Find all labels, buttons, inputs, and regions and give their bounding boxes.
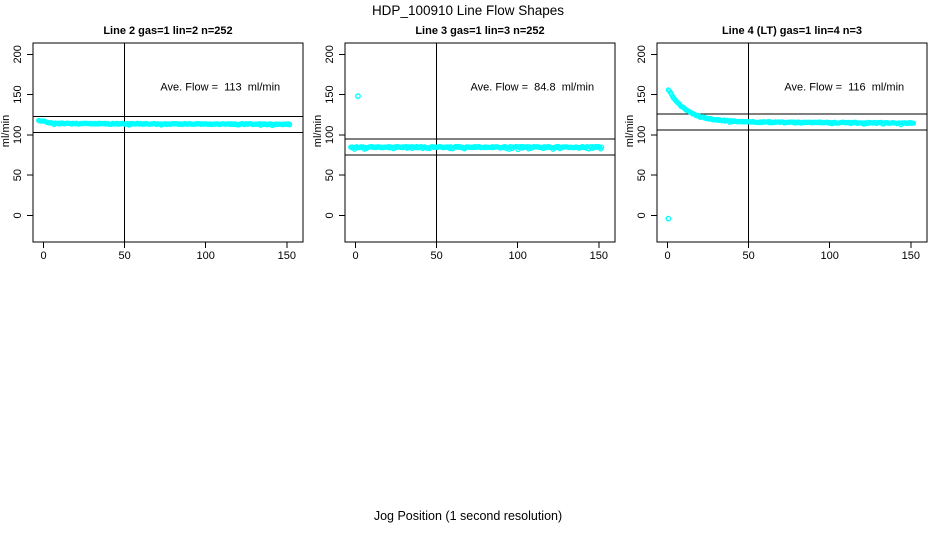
plot-area: 0 50 100 150 200 0 50 100 150 Ave. Flow = 84.8 ml… — [324, 42, 616, 262]
panel-line-4: Line 4 (LT) gas=1 lin=4 n=3 ml/min 0 50 10… — [624, 25, 936, 275]
y-tick-label: 100 — [12, 126, 24, 144]
x-tick-label: 0 — [352, 250, 358, 262]
x-tick-label: 0 — [40, 250, 46, 262]
y-tick-label: 50 — [636, 169, 648, 181]
x-tick-label: 150 — [902, 250, 920, 262]
panel-line-2: Line 2 gas=1 lin=2 n=252 ml/min 0 50 100 15… — [0, 25, 312, 275]
y-tick-label: 0 — [324, 212, 336, 218]
panel-title: Line 4 (LT) gas=1 lin=4 n=3 — [721, 25, 863, 37]
panel-line-3: Line 3 gas=1 lin=3 n=252 ml/min 0 50 100 15… — [312, 25, 624, 275]
x-tick-label: 100 — [509, 250, 527, 262]
plot-area: 0 50 100 150 200 0 50 100 150 Ave. Flow = 116 ml/… — [636, 42, 928, 262]
main-title: HDP_100910 Line Flow Shapes — [371, 3, 565, 18]
x-tick-label: 150 — [278, 250, 296, 262]
x-axis-label: Jog Position (1 second resolution) — [373, 509, 563, 523]
y-tick-label: 50 — [324, 169, 336, 181]
panel-title: Line 3 gas=1 lin=3 n=252 — [415, 25, 545, 37]
annotation-text: Ave. Flow = 84.8 ml/min — [470, 82, 594, 94]
y-tick-label: 100 — [636, 126, 648, 144]
data-point — [599, 144, 605, 150]
x-tick-label: 100 — [821, 250, 839, 262]
outlier-point — [665, 215, 672, 222]
data-point — [910, 120, 917, 126]
annotation-text: Ave. Flow = 113 ml/min — [160, 82, 280, 94]
y-tick-label: 150 — [324, 85, 336, 103]
data-point — [286, 121, 292, 127]
y-tick-label: 0 — [636, 212, 648, 218]
y-tick-label: 200 — [324, 45, 336, 63]
plot-box — [32, 42, 304, 243]
x-tick-label: 0 — [664, 250, 670, 262]
panel-title: Line 2 gas=1 lin=2 n=252 — [103, 25, 233, 37]
plot-box — [656, 42, 928, 243]
plot-area: 0 50 100 150 200 0 50 100 150 Ave. Flow = 113 ml/… — [12, 42, 304, 262]
annotation-text: Ave. Flow = 116 ml/min — [784, 82, 904, 94]
x-tick-label: 50 — [118, 250, 130, 262]
y-tick-label: 100 — [324, 126, 336, 144]
outlier-point — [355, 93, 361, 100]
x-tick-label: 100 — [197, 250, 215, 262]
data-point — [287, 122, 293, 128]
x-tick-label: 50 — [742, 250, 754, 262]
y-tick-label: 150 — [636, 85, 648, 103]
y-tick-label: 200 — [636, 45, 648, 63]
x-tick-label: 150 — [590, 250, 608, 262]
y-tick-label: 50 — [12, 169, 24, 181]
y-tick-label: 200 — [12, 45, 24, 63]
x-tick-label: 50 — [430, 250, 442, 262]
plot-box — [344, 42, 616, 243]
y-tick-label: 0 — [12, 212, 24, 218]
y-tick-label: 150 — [12, 85, 24, 103]
